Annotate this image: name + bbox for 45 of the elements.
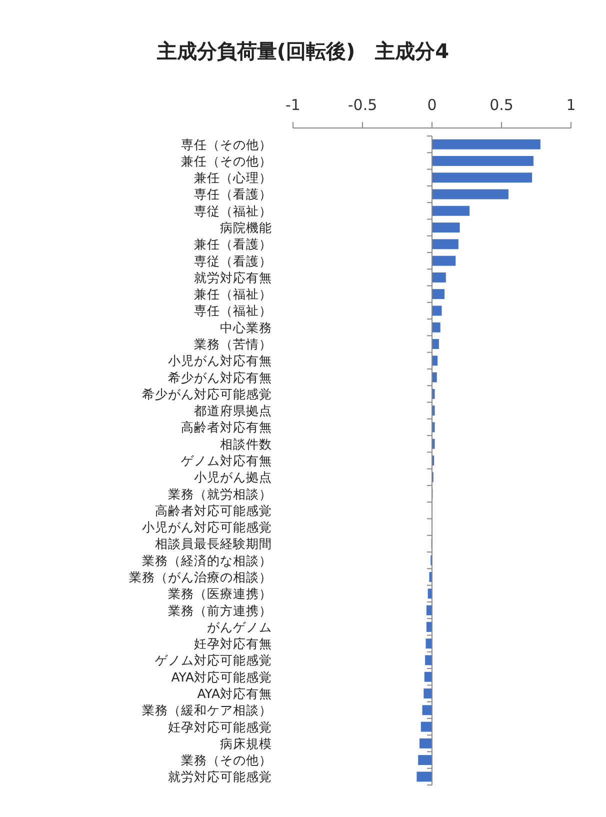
y-tick-label: 専任（看護）	[194, 186, 272, 202]
y-tick-label: 専任（福祉）	[194, 303, 272, 318]
y-tick-label: 病院機能	[220, 220, 272, 236]
y-tick-label: 専任（その他）	[181, 136, 272, 152]
y-tick-label: 業務（苦情）	[194, 336, 272, 352]
y-tick-label: 専従（看護）	[194, 253, 272, 268]
y-tick-label: がんゲノム	[207, 619, 272, 634]
y-tick-label: 就労対応有無	[194, 270, 272, 285]
y-tick-label: AYA対応可能感覚	[171, 669, 272, 684]
x-tick-label: 0	[427, 96, 437, 114]
y-tick-label: 相談件数	[220, 436, 272, 452]
y-tick-label: 小児がん対応可能感覚	[142, 520, 272, 535]
y-tick-label: 兼任（福祉）	[194, 286, 272, 302]
x-tick-label: -1	[286, 96, 300, 114]
y-tick-label: 希少がん対応可能感覚	[142, 386, 272, 402]
y-tick-label: 業務（前方連携）	[168, 602, 272, 618]
y-tick-label: ゲノム対応有無	[181, 453, 272, 468]
y-tick-label: 兼任（看護）	[194, 236, 272, 252]
y-tick-label: 病床規模	[220, 736, 272, 751]
y-tick-label: 業務（がん治療の相談）	[129, 569, 272, 584]
y-tick-label: 小児がん拠点	[194, 470, 272, 485]
y-tick-label: 中心業務	[220, 320, 272, 335]
y-tick-label: 業務（就労相談）	[168, 486, 272, 502]
x-tick-label: 0.5	[490, 96, 514, 114]
y-tick-label: 業務（医療連携）	[168, 586, 272, 602]
y-tick-label: 業務（経済的な相談）	[142, 552, 272, 568]
chart-title: 主成分負荷量(回転後) 主成分4	[156, 39, 450, 63]
y-tick-label: 兼任（心理）	[194, 170, 272, 186]
y-tick-label: ゲノム対応可能感覚	[155, 652, 272, 668]
y-tick-label: 兼任（その他）	[181, 153, 272, 168]
y-tick-label: AYA対応有無	[197, 686, 272, 701]
x-tick-label: -0.5	[348, 96, 378, 114]
y-tick-label: 妊孕対応可能感覚	[168, 719, 272, 734]
y-tick-label: 小児がん対応有無	[168, 353, 272, 368]
x-tick-label: 1	[566, 96, 576, 114]
y-tick-label: 専従（福祉）	[194, 203, 272, 218]
y-tick-label: 業務（緩和ケア相談）	[142, 702, 272, 718]
y-tick-label: 都道府県拠点	[194, 403, 272, 418]
y-tick-label: 希少がん対応有無	[168, 370, 272, 385]
y-tick-label: 高齢者対応有無	[181, 420, 272, 435]
y-tick-label: 妊孕対応有無	[194, 636, 272, 652]
y-tick-label: 業務（その他）	[181, 752, 272, 768]
y-tick-label: 相談員最長経験期間	[155, 536, 272, 552]
y-tick-label: 就労対応可能感覚	[168, 769, 272, 784]
y-tick-label: 高齢者対応可能感覚	[155, 502, 272, 518]
